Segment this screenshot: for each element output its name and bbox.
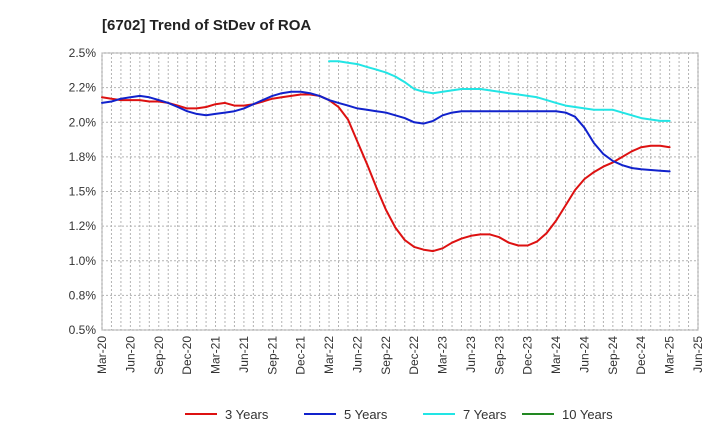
series-line-5-years xyxy=(101,90,671,173)
x-tick-label: Mar-23 xyxy=(436,336,450,374)
x-tick-label: Mar-22 xyxy=(322,336,336,374)
y-tick-label: 2.5% xyxy=(69,46,97,60)
x-tick-label: Sep-20 xyxy=(152,336,166,375)
y-tick-label: 2.2% xyxy=(69,81,97,95)
legend-label-5-years: 5 Years xyxy=(344,407,388,422)
x-tick-label: Jun-20 xyxy=(123,336,137,373)
x-tick-label: Dec-23 xyxy=(521,336,535,375)
x-tick-label: Mar-21 xyxy=(209,336,223,374)
x-tick-label: Sep-23 xyxy=(492,336,506,375)
x-tick-label: Jun-25 xyxy=(691,336,705,373)
legend-label-7-years: 7 Years xyxy=(463,407,507,422)
y-tick-label: 1.5% xyxy=(69,185,97,199)
y-tick-label: 1.0% xyxy=(69,254,97,268)
x-tick-label: Sep-22 xyxy=(379,336,393,375)
x-tick-label: Mar-24 xyxy=(549,336,563,374)
y-tick-label: 1.8% xyxy=(69,150,97,164)
series-line-7-years xyxy=(328,60,671,122)
x-tick-label: Jun-23 xyxy=(464,336,478,373)
grid-lines xyxy=(101,52,699,331)
legend-label-3-years: 3 Years xyxy=(225,407,269,422)
series-line-3-years xyxy=(101,93,671,253)
y-tick-label: 0.8% xyxy=(69,288,97,302)
x-tick-label: Mar-20 xyxy=(95,336,109,374)
x-tick-label: Sep-24 xyxy=(606,336,620,375)
y-tick-label: 1.2% xyxy=(69,219,97,233)
x-tick-label: Sep-21 xyxy=(265,336,279,375)
x-tick-label: Jun-24 xyxy=(577,336,591,373)
x-tick-label: Dec-21 xyxy=(294,336,308,375)
x-tick-label: Jun-21 xyxy=(237,336,251,373)
y-tick-label: 2.0% xyxy=(69,115,97,129)
chart-title: [6702] Trend of StDev of ROA xyxy=(102,17,311,34)
x-tick-label: Dec-20 xyxy=(180,336,194,375)
x-tick-label: Jun-22 xyxy=(350,336,364,373)
x-tick-label: Mar-25 xyxy=(663,336,677,374)
y-axis: 2.5% 2.2% 2.0% 1.8% 1.5% 1.2% 1.0% 0.8% 0.5% xyxy=(69,46,97,337)
y-tick-label: 0.5% xyxy=(69,323,97,337)
series-layer xyxy=(101,60,671,253)
x-tick-label: Dec-24 xyxy=(634,336,648,375)
legend-label-10-years: 10 Years xyxy=(562,407,613,422)
x-tick-label: Dec-22 xyxy=(407,336,421,375)
legend: 3 Years 5 Years 7 Years 10 Years xyxy=(185,407,613,422)
x-axis: Mar-20 Jun-20 Sep-20 Dec-20 Mar-21 Jun-21 Sep-… xyxy=(95,336,705,375)
